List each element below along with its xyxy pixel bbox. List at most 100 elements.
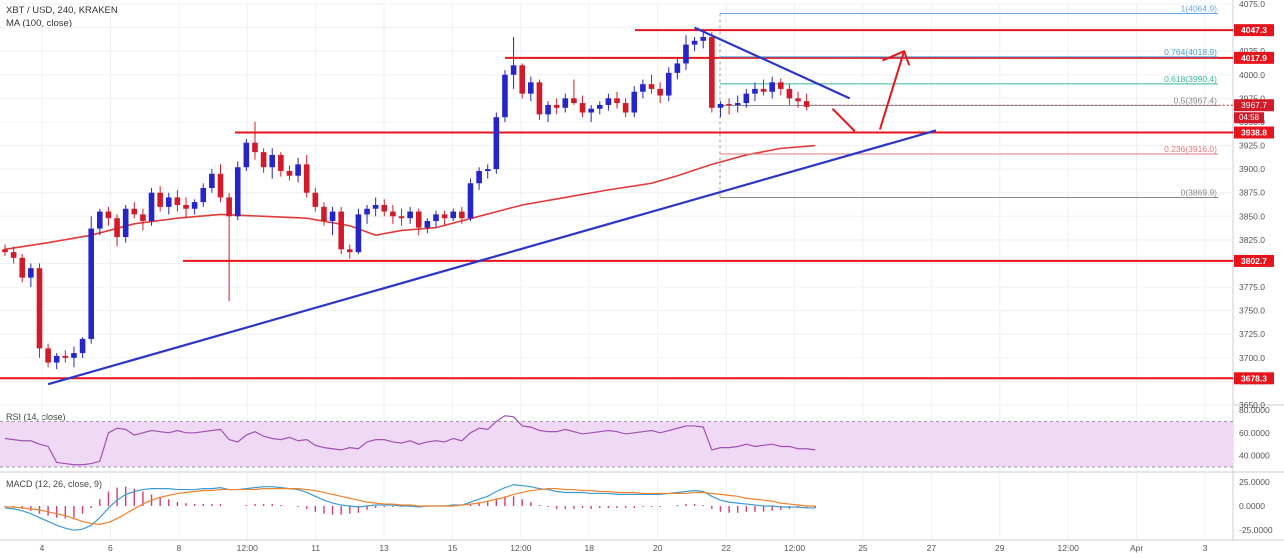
countdown-label: 04:58: [1239, 113, 1260, 122]
level-price-tag: [1234, 372, 1274, 385]
candle-body: [364, 208, 370, 215]
candle-body: [347, 249, 353, 253]
candle-body: [19, 257, 26, 278]
candle-body: [467, 183, 474, 219]
time-tick-label: 29: [995, 543, 1005, 553]
rsi-tick-label: 40.0000: [1239, 451, 1270, 461]
candle-body: [79, 338, 86, 354]
time-tick-label: 4: [40, 543, 45, 553]
candle-body: [234, 167, 241, 217]
candle-body: [398, 216, 405, 219]
price-tick-label: 3925.0: [1239, 141, 1265, 151]
time-axis: 4 6 8 12:00 11 13 15 12:00 18 20 22 12:00 25 27 29 12:0…: [40, 543, 1208, 553]
time-tick-label: Apr: [1130, 543, 1143, 553]
price-tick-label: 4000.0: [1239, 70, 1265, 80]
price-tick-label: 3750.0: [1239, 306, 1265, 316]
candle-body: [183, 204, 189, 209]
candle-body: [131, 208, 138, 215]
countdown-tag: [1234, 112, 1264, 124]
time-tick-label: 3: [1203, 543, 1208, 553]
candle-body: [803, 101, 810, 107]
price-tick-label: 3850.0: [1239, 211, 1265, 221]
candle-body: [536, 82, 543, 115]
macd-line: [4, 484, 816, 531]
candle-body: [657, 88, 663, 96]
candle-body: [260, 152, 267, 168]
macd-tick-label: 25.0000: [1239, 477, 1270, 487]
candle-body: [726, 104, 732, 106]
time-tick-label: 25: [858, 543, 868, 553]
rsi-band: [0, 421, 1233, 467]
candle-body: [778, 82, 784, 89]
candle-body: [614, 98, 620, 104]
candle-body: [709, 37, 715, 108]
candle-body: [62, 355, 69, 358]
candle-body: [795, 98, 801, 102]
price-tick-label: 3825.0: [1239, 235, 1265, 245]
candle-body: [528, 82, 534, 94]
macd-tick-label: 0.0000: [1239, 501, 1265, 511]
candle-body: [545, 104, 551, 115]
candle-body: [433, 214, 439, 222]
candle-body: [734, 103, 741, 105]
candle-body: [2, 249, 8, 253]
fib-level-label: 1(4064.9): [1181, 4, 1218, 14]
price-tick-label: 3650.0: [1239, 400, 1265, 410]
candle-body: [157, 192, 163, 207]
candle-body: [691, 40, 698, 45]
time-tick-label: 6: [108, 543, 113, 553]
candle-body: [631, 91, 638, 113]
candle-body: [10, 252, 17, 258]
candle-body: [786, 88, 793, 99]
level-price-tag: [1234, 51, 1274, 64]
candle-body: [502, 74, 508, 118]
candle-body: [45, 348, 51, 363]
trendline-resistance: [694, 26, 851, 100]
fib-level-label: 0.764(4018.9): [1164, 47, 1217, 57]
candle-body: [243, 142, 250, 168]
candle-body: [476, 171, 482, 184]
candle-body: [760, 88, 767, 92]
candle-body: [588, 108, 594, 113]
price-tick-label: 3900.0: [1239, 164, 1265, 174]
level-price-tag: [1234, 24, 1274, 37]
time-tick-label: 15: [448, 543, 458, 553]
price-tick-label: 4075.0: [1239, 0, 1265, 9]
time-tick-label: 12:00: [784, 543, 806, 553]
candle-body: [209, 173, 215, 188]
candle-body: [459, 211, 465, 219]
candle-body: [53, 355, 60, 363]
current-price-label: 3967.7: [1241, 100, 1267, 110]
candle-body: [596, 104, 603, 109]
candlesticks: [2, 32, 810, 370]
ma-indicator-label: MA (100, close): [6, 18, 72, 29]
level-price-label: 4017.9: [1241, 53, 1267, 63]
candle-body: [648, 84, 655, 89]
price-tick-label: 3700.0: [1239, 353, 1265, 363]
time-tick-label: 20: [653, 543, 663, 553]
candle-body: [510, 65, 517, 75]
rsi-tick-label: 60.0000: [1239, 428, 1270, 438]
candle-body: [493, 117, 500, 170]
price-axis: 3650.03675.03700.03725.03750.03775.03800…: [1234, 0, 1274, 535]
candle-body: [717, 104, 724, 108]
candle-body: [381, 204, 388, 212]
candle-body: [140, 214, 146, 222]
rsi-pane-label: RSI (14, close): [6, 412, 66, 422]
fib-level-label: 0.236(3916.0): [1164, 144, 1217, 154]
price-tick-label: 3975.0: [1239, 93, 1265, 103]
candle-body: [743, 93, 750, 104]
candle-body: [484, 169, 491, 172]
time-tick-label: 12:00: [1058, 543, 1080, 553]
candle-body: [226, 197, 232, 217]
candle-body: [191, 202, 198, 209]
fib-level-label: 0.5(3967.4): [1174, 96, 1218, 106]
candle-body: [665, 72, 672, 96]
candle-body: [519, 65, 525, 94]
candle-body: [683, 44, 689, 64]
candle-body: [407, 211, 413, 219]
candle-body: [200, 187, 207, 203]
candle-body: [174, 197, 181, 205]
candle-body: [312, 192, 319, 207]
